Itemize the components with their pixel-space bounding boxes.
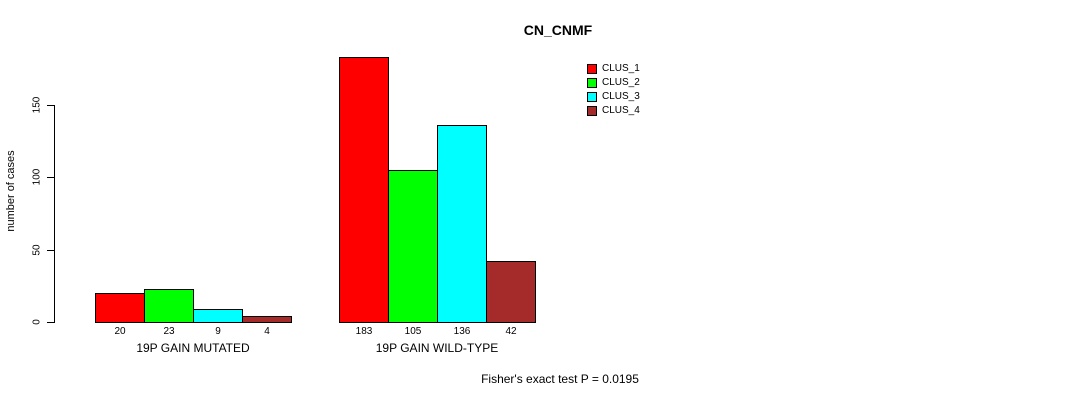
bar-value-label: 4 [264,326,270,337]
y-axis-tick [47,105,54,106]
y-axis-tick [47,322,54,323]
legend-item-label: CLUS_2 [602,77,640,88]
legend-item-label: CLUS_3 [602,91,640,102]
legend-item-clus_3: CLUS_3 [587,90,640,104]
bar-clus_2-wild-type [388,170,438,323]
legend-item-label: CLUS_4 [602,105,640,116]
legend: CLUS_1 CLUS_2 CLUS_3 CLUS_4 [587,62,640,118]
bar-clus_3-wild-type [437,125,487,323]
legend-swatch-icon [587,106,597,116]
legend-item-clus_2: CLUS_2 [587,76,640,90]
y-axis-tick-label: 150 [31,96,43,114]
bar-clus_1-mutated [95,293,145,323]
bar-value-label: 105 [404,326,422,337]
y-axis-tick-label: 100 [31,168,43,186]
bar-clus_3-mutated [193,309,243,323]
legend-swatch-icon [587,92,597,102]
y-axis-tick-label: 0 [31,319,43,325]
legend-swatch-icon [587,64,597,74]
bar-value-label: 183 [355,326,373,337]
statistical-test-annotation: Fisher's exact test P = 0.0195 [481,372,639,386]
y-axis-tick [47,177,54,178]
legend-swatch-icon [587,78,597,88]
legend-item-clus_1: CLUS_1 [587,62,640,76]
chart-title: CN_CNMF [523,22,593,38]
bar-clus_4-mutated [242,316,292,323]
y-axis-tick-label: 50 [31,244,43,256]
bar-clus_4-wild-type [486,261,536,323]
y-axis-label: number of cases [5,150,17,232]
y-axis-line [54,105,55,323]
bar-clus_2-mutated [144,289,194,323]
x-category-label: 19P GAIN WILD-TYPE [375,341,499,355]
bar-value-label: 136 [453,326,471,337]
bar-value-label: 42 [505,326,517,337]
x-category-label: 19P GAIN MUTATED [136,341,250,355]
legend-item-clus_4: CLUS_4 [587,104,640,118]
bar-value-label: 20 [114,326,126,337]
y-axis-tick [47,250,54,251]
bar-value-label: 9 [215,326,221,337]
bar-clus_1-wild-type [339,57,389,323]
legend-item-label: CLUS_1 [602,63,640,74]
bar-value-label: 23 [163,326,175,337]
